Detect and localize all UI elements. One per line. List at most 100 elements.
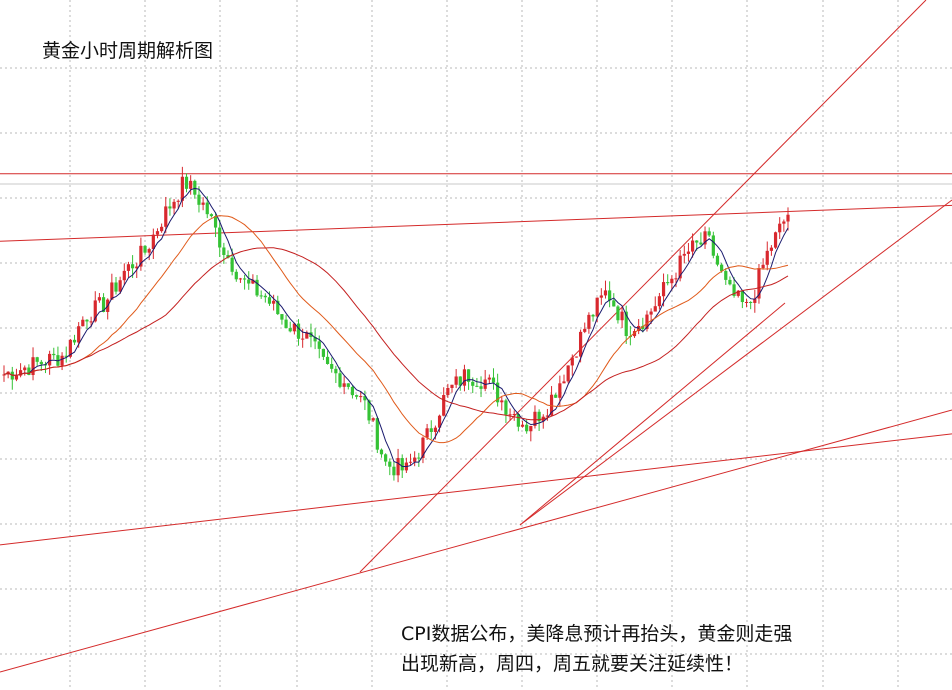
candle-down — [400, 458, 404, 471]
candle-up — [782, 221, 786, 224]
candle-down — [388, 461, 392, 467]
candle-down — [346, 383, 350, 387]
candle-up — [574, 356, 579, 358]
candle-down — [296, 323, 301, 339]
candle-down — [666, 282, 670, 284]
candle-up — [359, 396, 363, 398]
candle-down — [616, 306, 620, 321]
ma-slow-line — [3, 247, 789, 421]
candle-up — [172, 201, 176, 209]
candle-down — [591, 314, 595, 317]
candle-down — [197, 194, 201, 205]
candle-up — [520, 424, 525, 427]
candle-down — [429, 428, 433, 432]
candle-up — [147, 249, 151, 253]
candle-down — [205, 202, 209, 215]
candle-up — [454, 376, 458, 385]
candle-down — [209, 214, 214, 217]
candle-up — [433, 427, 438, 432]
candle-up — [578, 331, 583, 357]
candle-up — [18, 370, 23, 376]
candle-up — [446, 387, 450, 396]
candle-down — [715, 255, 720, 265]
candle-up — [570, 357, 574, 366]
candle-down — [707, 231, 711, 236]
candle-up — [769, 247, 774, 251]
candle-up — [773, 232, 778, 248]
candle-up — [682, 253, 686, 256]
candle-down — [321, 348, 326, 357]
candle-down — [247, 279, 251, 284]
candle-up — [757, 268, 761, 299]
candle-down — [471, 381, 475, 386]
candle-down — [740, 290, 744, 303]
candle-up — [151, 234, 155, 250]
candle-up — [31, 357, 35, 375]
candle-up — [160, 226, 164, 232]
chart-title: 黄金小时周期解析图 — [42, 40, 214, 62]
candle-up — [48, 353, 52, 366]
candle-up — [110, 282, 114, 300]
candle-down — [242, 278, 247, 280]
candle-up — [462, 369, 467, 386]
candle-up — [77, 326, 81, 343]
candle-down — [608, 290, 612, 301]
candle-up — [272, 300, 276, 304]
candle-down — [330, 363, 334, 369]
candle-up — [765, 250, 769, 265]
candle-up — [603, 290, 608, 296]
candle-up — [744, 301, 749, 303]
candle-down — [85, 319, 89, 322]
trendline-support-1 — [519, 302, 786, 526]
candle-down — [475, 385, 479, 387]
candle-up — [703, 231, 707, 245]
candle-up — [562, 381, 566, 384]
candle-up — [599, 295, 603, 298]
candle-down — [52, 353, 56, 356]
candle-down — [288, 328, 292, 332]
candle-up — [122, 270, 126, 281]
candle-down — [375, 418, 379, 450]
candle-up — [201, 202, 205, 205]
candle-up — [89, 321, 93, 323]
candle-down — [392, 466, 396, 476]
candle-down — [255, 279, 259, 296]
candle-up — [68, 339, 72, 357]
candle-down — [168, 206, 172, 209]
candle-down — [732, 284, 736, 296]
candle-up — [301, 338, 305, 340]
candle-up — [413, 457, 417, 462]
candle-up — [508, 414, 512, 416]
candle-up — [545, 415, 550, 417]
candle-up — [674, 278, 678, 280]
candle-down — [184, 176, 189, 189]
candle-up — [371, 418, 375, 421]
candle-down — [222, 247, 226, 255]
candle-up — [670, 278, 674, 284]
candle-up — [81, 319, 85, 327]
candle-down — [313, 337, 317, 342]
candle-down — [64, 355, 68, 357]
candle-up — [566, 365, 570, 382]
candle-down — [417, 457, 421, 459]
candle-up — [500, 400, 504, 403]
candle-up — [437, 415, 442, 428]
candle-down — [143, 245, 147, 253]
candle-down — [516, 414, 520, 427]
candle-up — [180, 176, 184, 201]
candle-up — [645, 314, 649, 329]
candle-up — [690, 240, 695, 252]
candle-up — [23, 367, 27, 371]
candle-up — [442, 395, 446, 416]
candle-down — [27, 367, 31, 375]
candle-down — [554, 394, 558, 398]
analysis-note-line-1: CPI数据公布，美降息预计再抬头，黄金则走强 — [401, 623, 793, 645]
candle-up — [139, 245, 143, 267]
candle-up — [118, 280, 122, 292]
candle-up — [450, 384, 454, 388]
candle-up — [686, 251, 691, 254]
trendline-rising-support — [0, 433, 952, 546]
candle-up — [189, 180, 193, 189]
